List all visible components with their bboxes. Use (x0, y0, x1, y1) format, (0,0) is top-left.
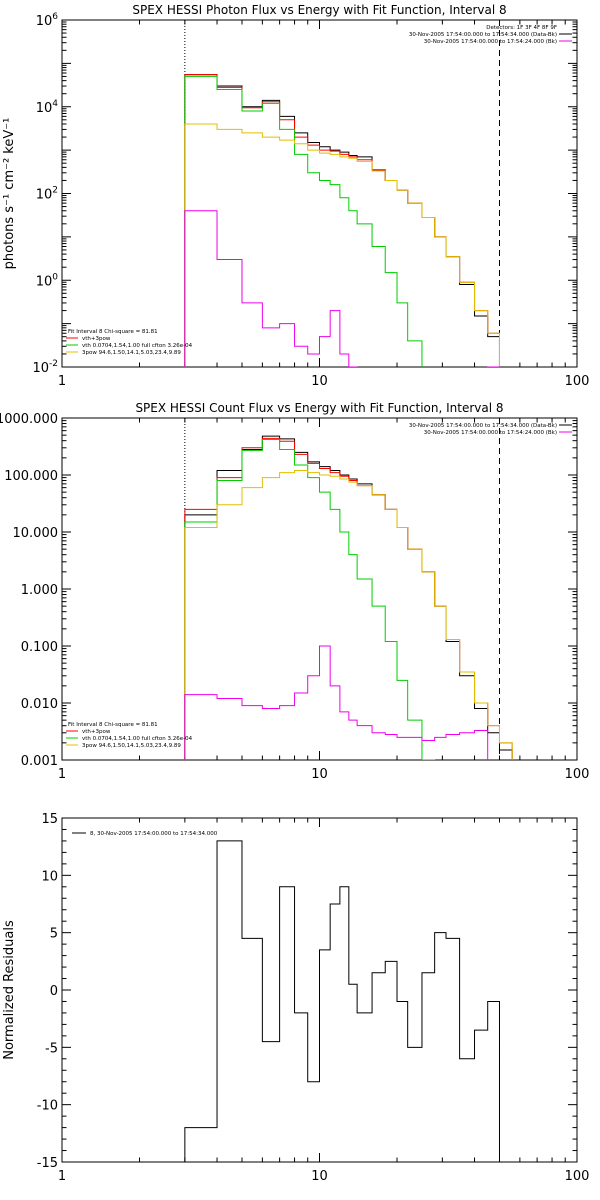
panel1-legend-bottom-3: 3pow 94.6,1.50,14.1,5.03,23.4,9.89 (82, 350, 181, 356)
panel2-ytick-label: 0.010 (21, 697, 58, 712)
panel2-xtick-label: 100 (565, 767, 590, 782)
panel1-legend-bottom-1: vth+3pow (82, 336, 111, 342)
panel2-ytick-label: 10.000 (13, 526, 59, 541)
panel2-ytick-label: 0.001 (21, 754, 58, 769)
panel1-ytick-label: 104 (36, 99, 59, 116)
panel2-legend-top-1: 30-Nov-2005 17:54:00.000 to 17:54:24.000… (424, 430, 557, 436)
panel2-ytick-label: 100.000 (4, 469, 58, 484)
panel2: SPEX HESSI Count Flux vs Energy with Fit… (0, 401, 590, 782)
panel1-legend-top-2: 30-Nov-2005 17:54:00.000 to 17:54:24.000… (424, 39, 557, 45)
panel2-legend-bottom-1: vth+3pow (82, 729, 111, 735)
panel2-ytick-label: 0.100 (21, 640, 58, 655)
panel1-ytick-label: 10-2 (32, 359, 58, 376)
panel2-series-vth-3pow (184, 437, 513, 760)
panel3: 1 10 100 -15 -10 -5 0 5 10 15 Normalized Residuals… (2, 812, 590, 1184)
panel1-legend-top-1: 30-Nov-2005 17:54:00.000 to 17:54:34.000… (409, 32, 557, 38)
panel3-ylabel: Normalized Residuals (2, 920, 17, 1060)
panel1-xtick-label: 100 (565, 374, 590, 389)
panel1-ytick-label: 102 (36, 186, 58, 203)
panel1-xtick-label: 1 (58, 374, 66, 389)
panel1-series-bk (184, 210, 500, 367)
panel2-legend-bottom-3: 3pow 94.6,1.50,14.1,5.03,23.4,9.89 (82, 743, 181, 749)
panel2-ytick-label: 1.000 (21, 583, 58, 598)
panel1-xtick-label: 10 (311, 374, 328, 389)
panel2-series-vth (184, 438, 436, 760)
panel3-xtick-label: 1 (58, 1169, 66, 1184)
panel2-legend-top-0: 30-Nov-2005 17:54:00.000 to 17:54:34.000… (409, 423, 557, 429)
panel1-series-vth (184, 75, 423, 367)
panel1-title: SPEX HESSI Photon Flux vs Energy with Fi… (132, 3, 506, 17)
panel3-ytick-label: 5 (50, 927, 58, 942)
panel1-ylabel: photons s⁻¹ cm⁻² keV⁻¹ (2, 118, 17, 270)
panel2-title: SPEX HESSI Count Flux vs Energy with Fit… (135, 401, 503, 415)
panel3-ytick-label: 10 (41, 869, 58, 884)
panel2-series-data-bk (184, 435, 513, 760)
panel2-ytick-label: 1000.000 (0, 412, 58, 427)
panel1-legend-bottom-0: Fit Interval 8 Chi-square = 81.81 (68, 329, 158, 335)
panel2-series-bk (184, 645, 489, 760)
panel2-xtick-label: 10 (311, 767, 328, 782)
panel3-xtick-label: 10 (311, 1169, 328, 1184)
panel3-legend-label: 8, 30-Nov-2005 17:54:00.000 to 17:54:34.… (90, 831, 218, 837)
panel3-ytick-label: -5 (45, 1041, 58, 1056)
panel3-ytick-label: 15 (41, 812, 58, 827)
panel1-ytick-label: 100 (36, 272, 59, 289)
panel1-ytick-label: 106 (36, 12, 59, 29)
panel1-legend-bottom-2: vth 0.0704,1.54,1.00 full cfton 3.26e-04 (82, 343, 193, 349)
panel3-series-8 (184, 840, 500, 1162)
panel2-xtick-label: 1 (58, 767, 66, 782)
panel1-legend-top-0: Detectors: 1F 3F 4F 8F 9F (486, 25, 557, 31)
panel2-series-3pow (184, 469, 513, 760)
panel2-legend-bottom-0: Fit Interval 8 Chi-square = 81.81 (68, 722, 158, 728)
panel3-ytick-label: -15 (37, 1156, 58, 1171)
panel3-ytick-label: 0 (50, 984, 58, 999)
panel2-legend-bottom-2: vth 0.0704,1.54,1.00 full cfton 3.26e-04 (82, 736, 193, 742)
panel1-series-3pow (184, 123, 500, 367)
panel1: SPEX HESSI Photon Flux vs Energy with Fi… (2, 3, 590, 389)
panel3-xtick-label: 100 (565, 1169, 590, 1184)
panel3-ytick-label: -10 (37, 1099, 58, 1114)
panel1-series-data-bk (184, 74, 500, 367)
